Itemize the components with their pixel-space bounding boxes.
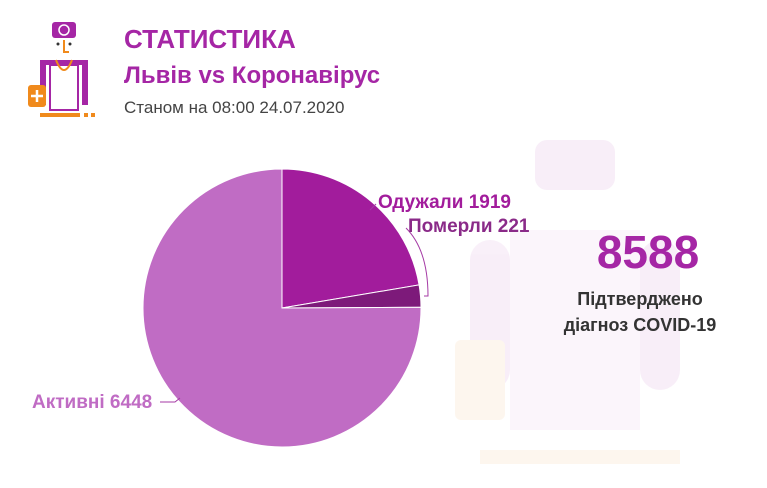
- caption-line-1: Підтверджено: [577, 289, 703, 309]
- page-title: СТАТИСТИКА: [124, 24, 296, 54]
- pie-slice-recovered: [281, 168, 420, 309]
- leader-active: [160, 397, 181, 403]
- slice-label-recovered: Одужали 1919: [378, 192, 511, 213]
- caption-line-2: діагноз COVID-19: [563, 315, 717, 335]
- date-stamp: Станом на 08:00 24.07.2020: [124, 98, 345, 117]
- watermark-doctor-icon: [455, 140, 680, 464]
- doctor-logo-icon: [28, 22, 95, 117]
- page-subtitle: Львів vs Коронавірус: [124, 62, 381, 89]
- leader-deaths: [405, 227, 429, 297]
- pie-slice-active: [142, 168, 422, 448]
- leader-recovered: [369, 203, 377, 211]
- label-leader-lines: [160, 203, 429, 403]
- slice-label-active: Активні 6448: [32, 392, 153, 413]
- total-confirmed: 8588: [596, 226, 700, 278]
- slice-label-deaths: Померли 221: [408, 216, 530, 237]
- total-caption: Підтверджено діагноз COVID-19: [535, 286, 745, 338]
- pie-chart: [142, 168, 422, 448]
